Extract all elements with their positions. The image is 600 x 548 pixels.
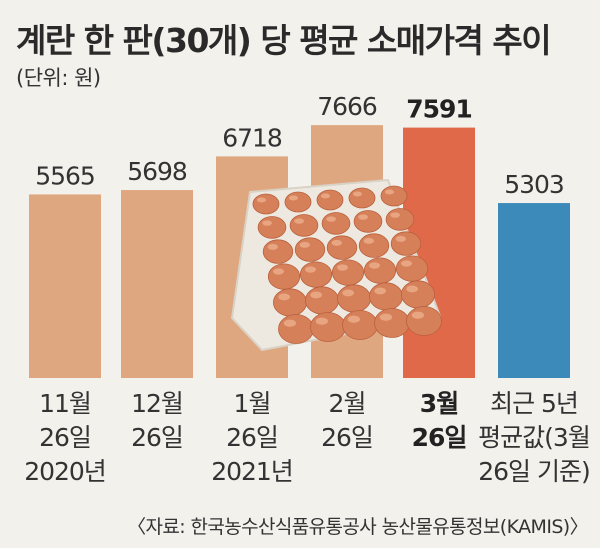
egg-0 (252, 193, 280, 215)
egg-25 (278, 314, 314, 344)
egg-highlight (358, 214, 369, 220)
value-label-2: 6718 (222, 123, 282, 152)
egg-highlight (326, 216, 337, 222)
egg-13 (358, 233, 390, 258)
egg-highlight (267, 243, 278, 250)
egg-5 (257, 216, 287, 239)
egg-highlight (369, 262, 380, 269)
egg-highlight (363, 237, 374, 244)
egg-highlight (384, 189, 395, 195)
egg-21 (304, 286, 339, 315)
egg-23 (368, 282, 403, 311)
egg-10 (262, 239, 294, 264)
category-label-0-0: 11월 (39, 389, 91, 418)
egg-11 (294, 237, 326, 262)
egg-14 (390, 231, 422, 256)
egg-highlight (390, 212, 401, 218)
category-label-2-2: 2021년 (211, 457, 293, 486)
source-note: 〈자료: 한국농수산식품유통공사 농산물유통정보(KAMIS)〉 (127, 516, 588, 538)
category-label-0-1: 26일 (39, 423, 91, 452)
egg-24 (400, 280, 435, 309)
category-label-2-1: 26일 (226, 423, 278, 452)
egg-9 (385, 208, 415, 231)
egg-3 (348, 187, 376, 209)
egg-highlight (288, 195, 299, 201)
egg-17 (331, 259, 365, 286)
category-label-1-1: 26일 (131, 423, 183, 452)
egg-15 (267, 263, 301, 290)
egg-highlight (411, 311, 424, 319)
egg-highlight (256, 197, 267, 203)
egg-20 (272, 288, 307, 317)
value-label-4: 7591 (406, 95, 472, 124)
egg-28 (374, 308, 410, 338)
bar-1 (121, 190, 193, 378)
value-label-3: 7666 (317, 92, 377, 121)
egg-27 (342, 310, 378, 340)
value-label-5: 5303 (504, 170, 564, 199)
egg-26 (310, 312, 346, 342)
category-label-4-0: 3월 (420, 389, 458, 418)
egg-8 (353, 210, 383, 233)
egg-highlight (401, 260, 412, 267)
egg-highlight (352, 191, 363, 197)
egg-highlight (310, 291, 322, 299)
egg-12 (326, 235, 358, 260)
value-label-1: 5698 (127, 157, 187, 186)
egg-highlight (337, 264, 348, 271)
egg-highlight (395, 235, 406, 242)
egg-6 (289, 214, 319, 237)
egg-22 (336, 284, 371, 313)
egg-18 (363, 257, 397, 284)
egg-2 (316, 189, 344, 211)
category-label-5-1: 평균값(3월 (478, 423, 590, 452)
category-label-4-1: 26일 (412, 423, 467, 452)
egg-highlight (374, 287, 386, 295)
chart-title: 계란 한 판(30개) 당 평균 소매가격 추이 (16, 21, 550, 60)
egg-highlight (273, 268, 284, 275)
egg-highlight (315, 317, 328, 325)
category-label-5-2: 26일 기준) (478, 457, 590, 486)
bar-0 (29, 194, 101, 378)
category-label-2-0: 1월 (234, 389, 271, 418)
category-label-5-0: 최근 5년 (490, 389, 578, 418)
egg-highlight (262, 220, 273, 226)
egg-highlight (305, 266, 316, 273)
egg-highlight (294, 218, 305, 224)
egg-highlight (299, 241, 310, 248)
egg-highlight (347, 315, 360, 323)
egg-highlight (406, 285, 418, 293)
egg-16 (299, 261, 333, 288)
labels-group: 5565 11월 26일 2020년 5698 12월 26일 6718 1월 26일 2021년 7… (24, 92, 591, 486)
category-label-1-0: 12월 (131, 389, 183, 418)
egg-highlight (331, 239, 342, 246)
egg-29 (406, 306, 442, 336)
egg-highlight (283, 319, 296, 327)
unit-label: (단위: 원) (16, 66, 101, 90)
egg-19 (395, 255, 429, 282)
egg-4 (380, 185, 408, 207)
value-label-0: 5565 (35, 161, 95, 190)
category-label-3-1: 26일 (321, 423, 373, 452)
category-label-0-2: 2020년 (24, 457, 106, 486)
egg-highlight (278, 293, 290, 301)
egg-highlight (320, 193, 331, 199)
egg-1 (284, 191, 312, 213)
egg-7 (321, 212, 351, 235)
category-label-3-0: 2월 (329, 389, 366, 418)
egg-tray-photo-icon (230, 178, 442, 352)
egg-highlight (342, 289, 354, 297)
bar-5 (498, 203, 570, 378)
egg-highlight (379, 313, 392, 321)
